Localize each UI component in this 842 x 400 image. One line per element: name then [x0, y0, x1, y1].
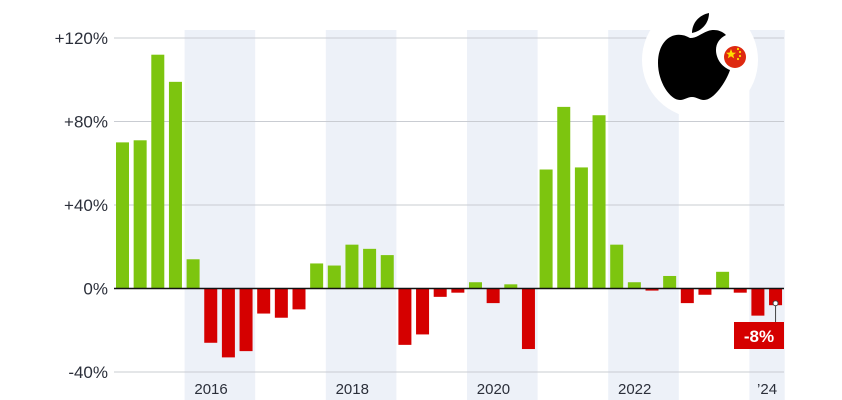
bar — [398, 288, 412, 345]
bar — [733, 288, 747, 293]
logo-badge — [642, 2, 758, 118]
bar — [539, 169, 553, 289]
year-band-1 — [325, 30, 397, 400]
bar — [345, 244, 359, 289]
bar — [416, 288, 430, 335]
y-tick-label: +120% — [55, 29, 108, 48]
bar — [221, 288, 235, 358]
y-axis-ticks: -40% 0% +40% +80% +120% — [55, 29, 108, 382]
bar — [327, 265, 341, 289]
x-tick-label: 2022 — [618, 381, 651, 398]
bar — [698, 288, 712, 295]
bar — [204, 288, 218, 343]
bar — [769, 288, 783, 306]
x-tick-label: 2020 — [477, 381, 510, 398]
x-axis-ticks: 2016 2018 2020 2022 ’24 — [194, 381, 777, 398]
callout-label: -8% — [744, 327, 774, 346]
bar — [257, 288, 271, 314]
bar — [292, 288, 306, 310]
bar — [469, 282, 482, 289]
bar — [380, 255, 394, 289]
bar — [433, 288, 447, 297]
bar — [663, 275, 677, 289]
bar — [716, 271, 730, 289]
y-tick-label: 0% — [83, 280, 108, 299]
y-tick-label: -40% — [68, 363, 108, 382]
bar — [186, 259, 200, 289]
apple-logo-icon — [658, 13, 730, 100]
bar — [627, 282, 641, 289]
x-tick-label: ’24 — [757, 381, 777, 398]
bar — [592, 115, 606, 289]
callout-box — [734, 322, 784, 349]
bar — [751, 288, 765, 316]
bar — [168, 81, 182, 289]
bar — [610, 244, 624, 289]
callout-marker — [772, 300, 779, 307]
x-tick-label: 2016 — [194, 381, 227, 398]
bar — [116, 142, 129, 289]
bar — [574, 167, 588, 289]
bar — [486, 288, 500, 304]
x-tick-label: 2018 — [336, 381, 369, 398]
bar — [239, 288, 253, 352]
last-value-callout: -8% — [734, 300, 784, 349]
bars — [116, 54, 783, 358]
bar — [363, 248, 377, 289]
bar — [451, 288, 465, 293]
bar — [645, 288, 659, 291]
y-tick-label: +40% — [64, 196, 108, 215]
bar — [133, 140, 147, 289]
bar — [151, 54, 165, 289]
bar — [274, 288, 288, 318]
bar — [521, 288, 535, 350]
bar — [310, 263, 324, 289]
y-tick-label: +80% — [64, 113, 108, 132]
bar — [504, 284, 518, 289]
bar — [557, 106, 571, 289]
bar — [680, 288, 694, 304]
china-flag-icon — [722, 44, 748, 70]
